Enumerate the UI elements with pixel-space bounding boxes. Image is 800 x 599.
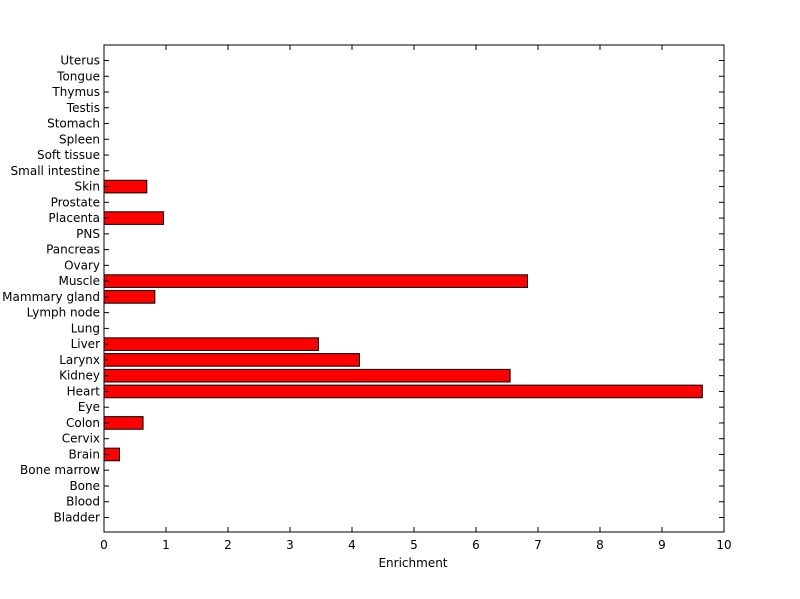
x-tick-label: 5 xyxy=(410,538,418,552)
x-axis-label: Enrichment xyxy=(378,556,447,570)
y-tick-label-colon: Colon xyxy=(66,416,100,430)
x-tick-label: 1 xyxy=(162,538,170,552)
y-tick-label-uterus: Uterus xyxy=(60,54,100,68)
y-tick-label-tongue: Tongue xyxy=(56,69,100,83)
y-tick-label-kidney: Kidney xyxy=(59,369,100,383)
bar-skin xyxy=(103,179,148,194)
y-tick-label-liver: Liver xyxy=(71,337,101,351)
y-tick-label-lung: Lung xyxy=(71,321,100,335)
y-tick-label-ovary: Ovary xyxy=(64,258,100,272)
y-tick-label-stomach: Stomach xyxy=(47,117,100,131)
plot-area xyxy=(103,44,725,533)
bar-muscle xyxy=(103,274,528,288)
y-tick-label-placenta: Placenta xyxy=(48,211,100,225)
y-tick-label-prostate: Prostate xyxy=(51,195,100,209)
y-tick-label-lymph-node: Lymph node xyxy=(27,306,100,320)
bar-larynx xyxy=(103,353,360,367)
y-tick-label-larynx: Larynx xyxy=(59,353,100,367)
x-tick-label: 0 xyxy=(100,538,108,552)
y-tick-label-thymus: Thymus xyxy=(51,85,100,99)
x-tick-label: 2 xyxy=(224,538,232,552)
y-tick-label-skin: Skin xyxy=(74,180,100,194)
bar-heart xyxy=(103,384,703,399)
x-tick-label: 4 xyxy=(348,538,356,552)
y-tick-label-small-intestine: Small intestine xyxy=(11,164,100,178)
x-tick-label: 6 xyxy=(472,538,480,552)
y-tick-label-pns: PNS xyxy=(76,227,100,241)
x-tick-label: 8 xyxy=(596,538,604,552)
bar-mammary-gland xyxy=(103,290,156,304)
x-tick-label: 10 xyxy=(716,538,731,552)
y-tick-label-brain: Brain xyxy=(69,447,100,461)
y-tick-label-bone-marrow: Bone marrow xyxy=(20,463,100,477)
y-tick-label-testis: Testis xyxy=(66,101,100,115)
y-tick-label-muscle: Muscle xyxy=(58,274,100,288)
y-tick-label-mammary-gland: Mammary gland xyxy=(2,290,100,304)
y-tick-label-pancreas: Pancreas xyxy=(46,243,100,257)
x-tick-label: 9 xyxy=(658,538,666,552)
x-axis-ticks: 0 1 2 3 4 5 6 7 8 9 10 xyxy=(100,45,732,552)
bar-liver xyxy=(103,337,320,351)
y-tick-label-spleen: Spleen xyxy=(59,132,100,146)
y-tick-label-heart: Heart xyxy=(67,384,101,398)
y-tick-label-bladder: Bladder xyxy=(54,511,101,525)
y-tick-label-eye: Eye xyxy=(78,400,100,414)
bar-colon xyxy=(103,416,144,430)
bar-kidney xyxy=(103,368,511,383)
x-tick-label: 3 xyxy=(286,538,294,552)
y-tick-label-bone: Bone xyxy=(69,479,100,493)
bar-placenta xyxy=(103,211,165,225)
y-tick-label-cervix: Cervix xyxy=(62,432,100,446)
y-tick-label-soft-tissue: Soft tissue xyxy=(37,148,100,162)
y-tick-label-blood: Blood xyxy=(66,495,100,509)
x-tick-label: 7 xyxy=(534,538,542,552)
